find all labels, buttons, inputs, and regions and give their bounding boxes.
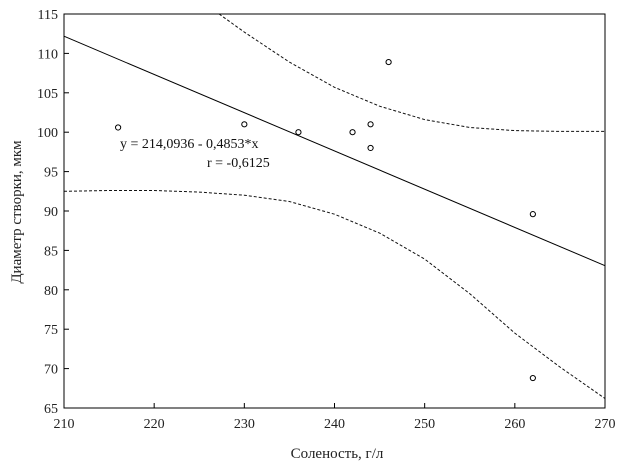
data-point <box>529 211 536 218</box>
x-tick-label: 220 <box>144 417 165 432</box>
y-tick-label: 100 <box>37 126 58 141</box>
y-tick-label: 70 <box>44 363 58 378</box>
data-point <box>115 124 122 131</box>
data-point <box>367 144 374 152</box>
x-tick-label: 210 <box>54 417 75 432</box>
annotation-background <box>116 133 282 173</box>
regression-line <box>63 35 606 267</box>
confidence-band-lower <box>63 190 606 399</box>
equation-label: y = 214,0936 - 0,4853*x <box>120 137 259 152</box>
data-point <box>529 374 536 382</box>
x-axis-title: Соленость, г/л <box>291 446 384 462</box>
data-point <box>241 121 248 128</box>
y-tick-label: 75 <box>44 323 58 338</box>
y-tick-label: 95 <box>44 166 58 181</box>
data-points <box>115 58 536 382</box>
plot-frame <box>63 13 606 409</box>
y-tick-label: 85 <box>44 244 58 259</box>
y-axis-ticks: 65 70 75 80 85 90 95 100 105 110 115 <box>37 8 69 417</box>
x-tick-label: 260 <box>504 417 525 432</box>
x-tick-label: 250 <box>414 417 435 432</box>
y-axis-title: Диаметр створки, мкм <box>9 140 25 284</box>
data-point <box>385 58 392 66</box>
correlation-label: r = -0,6125 <box>207 156 270 171</box>
y-tick-label: 65 <box>44 402 58 417</box>
y-tick-label: 105 <box>37 87 58 102</box>
x-tick-label: 230 <box>234 417 255 432</box>
x-tick-label: 270 <box>595 417 616 432</box>
y-tick-label: 110 <box>38 47 58 62</box>
regression-line-group <box>63 35 606 267</box>
data-point <box>349 129 356 136</box>
confidence-band-upper <box>218 13 605 132</box>
y-tick-label: 80 <box>44 284 58 299</box>
y-tick-label: 90 <box>44 205 58 220</box>
annotation-box <box>116 133 282 173</box>
x-axis-ticks: 210 220 230 240 250 260 270 <box>54 403 616 432</box>
data-point <box>295 129 302 136</box>
confidence-bands <box>63 13 606 399</box>
y-tick-label: 115 <box>38 8 58 23</box>
x-tick-label: 240 <box>324 417 345 432</box>
data-point <box>367 121 374 128</box>
